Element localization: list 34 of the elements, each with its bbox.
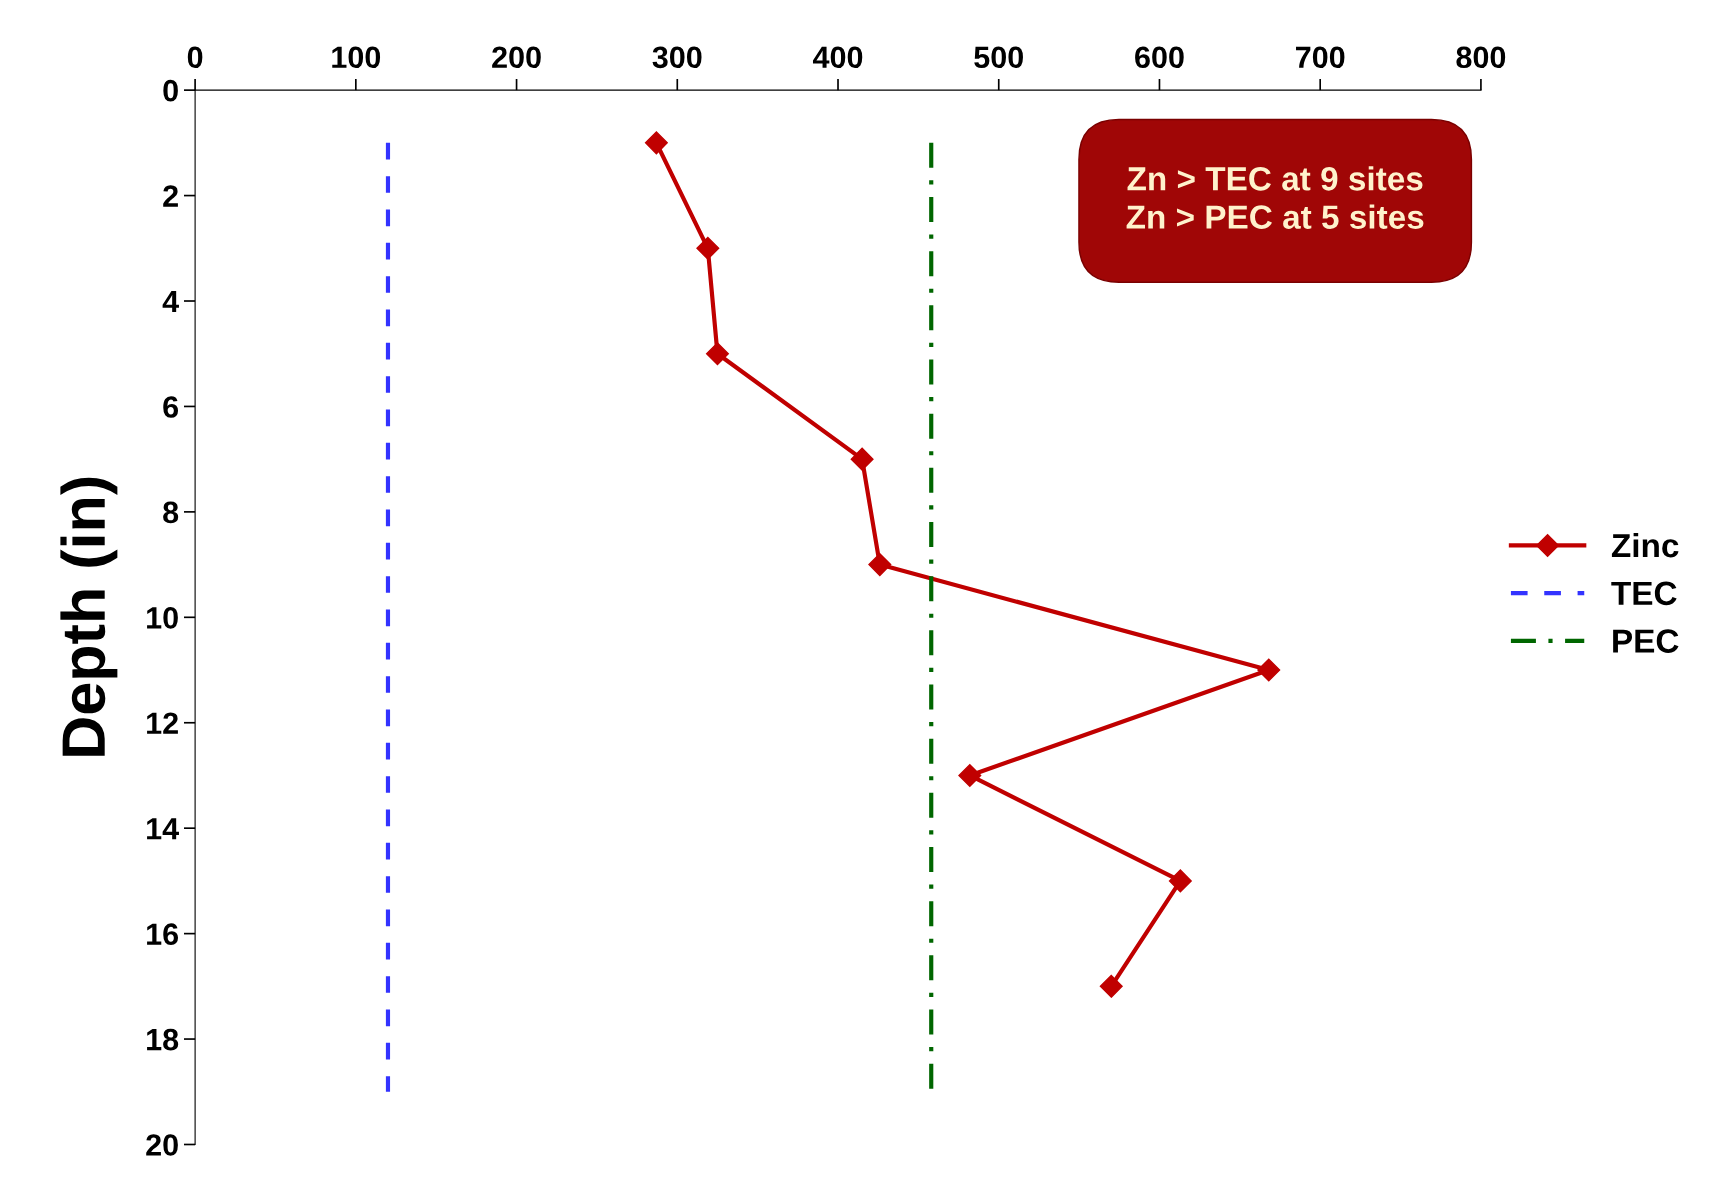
x-tick-label: 400 — [812, 46, 863, 69]
x-tick-label: 200 — [492, 46, 541, 69]
y-tick-label: 0 — [163, 79, 178, 102]
y-tick-label: 20 — [146, 1134, 178, 1156]
legend-label: Zinc — [1611, 532, 1679, 558]
point — [868, 553, 892, 577]
x-tick-label: 500 — [974, 46, 1023, 69]
y-tick-label: 6 — [163, 396, 179, 418]
legend-label: TEC — [1611, 581, 1677, 606]
y-axis-title: Depth (in) — [60, 477, 118, 756]
y-tick-label: 10 — [147, 607, 178, 629]
y-tick-label: 14 — [147, 818, 179, 840]
point — [696, 236, 720, 260]
x-tick-label: 700 — [1296, 46, 1345, 69]
point — [850, 447, 874, 471]
y-tick-label: 16 — [147, 923, 179, 945]
point — [644, 131, 668, 155]
point — [1168, 869, 1192, 893]
x-tick-label: 0 — [187, 46, 203, 69]
x-tick-label: 300 — [652, 46, 702, 69]
legend-label: PEC — [1613, 629, 1679, 653]
y-tick-label: 8 — [163, 501, 179, 524]
point — [1257, 658, 1281, 682]
y-tick-label: 4 — [162, 291, 179, 313]
point — [1099, 974, 1123, 998]
x-tick-label: 800 — [1456, 46, 1506, 69]
x-tick-label: 100 — [332, 46, 381, 69]
point — [958, 763, 982, 787]
x-tick-label: 600 — [1135, 46, 1184, 69]
y-tick-label: 2 — [163, 185, 178, 207]
annotation: Zn > TEC at 9 sites Zn > PEC at 5 sites — [1126, 166, 1424, 229]
point — [705, 342, 729, 366]
y-tick-label: 12 — [147, 712, 178, 734]
y-tick-label: 18 — [147, 1028, 179, 1051]
